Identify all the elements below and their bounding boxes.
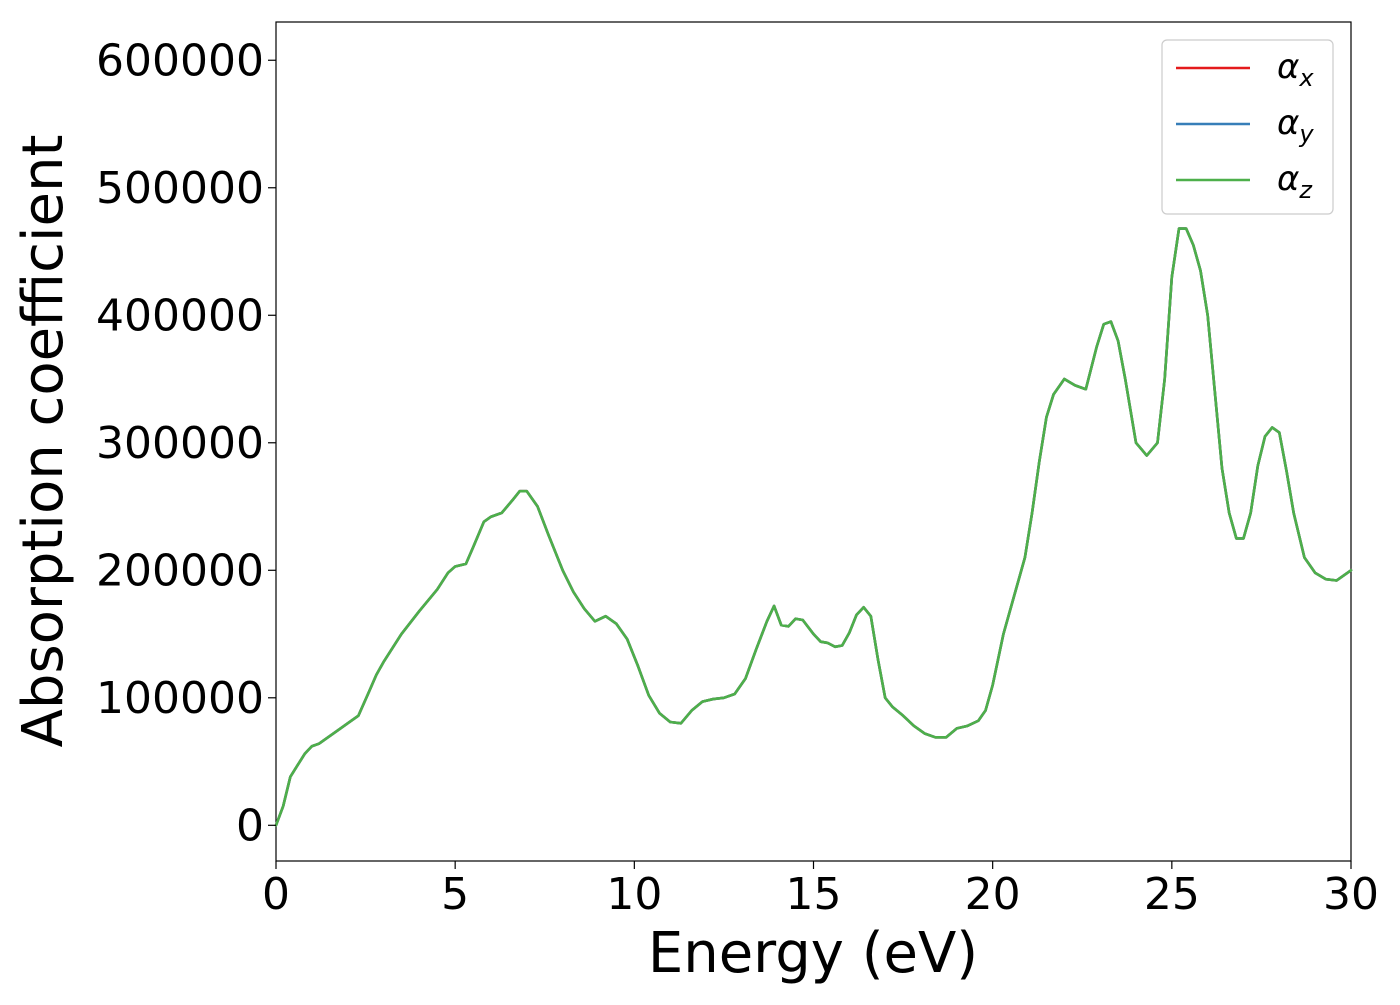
y-axis-title: Absorption coefficient [11,135,76,748]
series-line-y [274,227,1353,827]
x-tick-label: 5 [441,869,469,920]
legend-frame [1161,39,1334,215]
x-tick-label: 10 [606,869,662,920]
x-tick-label: 20 [965,869,1021,920]
y-tick-label: 500000 [96,163,264,214]
y-tick-label: 200000 [96,545,264,596]
x-tick-label: 15 [786,869,842,920]
x-axis-title: Energy (eV) [648,921,978,986]
y-tick-label: 0 [236,800,264,851]
x-tick-label: 0 [262,869,290,920]
y-tick-label: 600000 [96,35,264,86]
x-tick-label: 25 [1144,869,1200,920]
y-tick-label: 400000 [96,290,264,341]
x-axis: 0 5 10 15 20 25 30 [262,861,1379,920]
series-line-z [274,227,1353,827]
y-tick-label: 100000 [96,673,264,724]
x-tick-label: 30 [1323,869,1379,920]
y-tick-label: 300000 [96,418,264,469]
series-group [274,227,1353,827]
y-axis: 0 100000 200000 300000 400000 500000 600000 [96,35,276,851]
series-line-x [274,227,1353,827]
